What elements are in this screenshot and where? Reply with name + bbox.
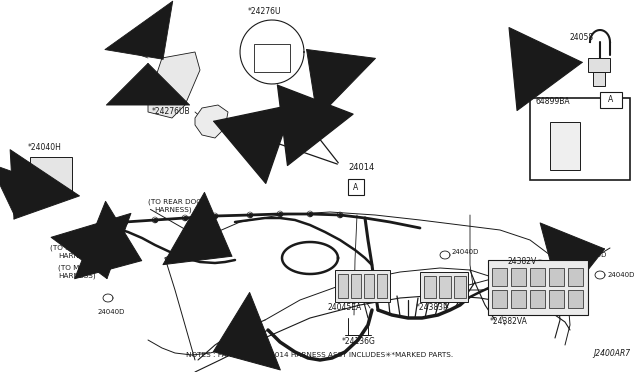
Text: 24040D: 24040D — [452, 249, 479, 255]
Text: A: A — [353, 183, 358, 192]
Text: *24383P: *24383P — [416, 304, 449, 312]
Text: 24045EA: 24045EA — [328, 304, 362, 312]
Text: NOTES : PARTS CODE 24014 HARNESS ASSY INCLUDES✳*MARKED PARTS.: NOTES : PARTS CODE 24014 HARNESS ASSY IN… — [186, 352, 454, 358]
Text: 24040D: 24040D — [608, 272, 636, 278]
Text: HARNESS): HARNESS) — [154, 207, 191, 213]
Text: 64899BA: 64899BA — [535, 97, 570, 106]
Bar — [338, 274, 348, 298]
Bar — [511, 290, 526, 308]
Bar — [530, 268, 545, 286]
Bar — [424, 276, 436, 298]
Text: 24040D: 24040D — [98, 309, 125, 315]
Text: 24058: 24058 — [570, 33, 594, 42]
Bar — [492, 268, 507, 286]
Text: (TO REAR DOOR: (TO REAR DOOR — [148, 199, 207, 205]
Bar — [364, 274, 374, 298]
Text: (TO MAIN: (TO MAIN — [58, 265, 92, 271]
Bar — [348, 179, 364, 195]
Polygon shape — [195, 105, 228, 138]
Bar — [420, 272, 468, 302]
Bar — [530, 98, 630, 180]
Bar — [550, 122, 580, 170]
Bar — [488, 260, 588, 315]
Bar — [530, 290, 545, 308]
Text: 24014: 24014 — [348, 164, 374, 173]
Bar — [593, 72, 605, 86]
Text: *24276UB: *24276UB — [152, 108, 191, 116]
Text: 24382V: 24382V — [508, 257, 537, 266]
Text: 24040D: 24040D — [580, 252, 607, 258]
Text: A: A — [609, 96, 614, 105]
Bar — [30, 157, 72, 195]
Bar — [549, 290, 564, 308]
Text: (TO FRONT DOOR: (TO FRONT DOOR — [50, 245, 114, 251]
Text: HARNESS): HARNESS) — [58, 273, 95, 279]
Polygon shape — [148, 52, 200, 118]
Bar — [600, 92, 622, 108]
Bar — [254, 44, 290, 72]
Bar — [454, 276, 466, 298]
Bar — [492, 290, 507, 308]
Text: *24382VA: *24382VA — [490, 317, 528, 327]
Text: J2400AR7: J2400AR7 — [593, 349, 630, 358]
Text: *24040H: *24040H — [28, 144, 62, 153]
Bar — [335, 270, 390, 302]
Bar — [439, 276, 451, 298]
Bar — [377, 274, 387, 298]
Bar — [351, 274, 361, 298]
Bar — [549, 268, 564, 286]
Text: *24136G: *24136G — [342, 337, 376, 346]
Text: *24276UA: *24276UA — [118, 44, 157, 52]
Bar — [511, 268, 526, 286]
Text: HARNESS): HARNESS) — [58, 253, 95, 259]
Bar — [588, 58, 610, 72]
Bar — [568, 290, 583, 308]
Bar — [568, 268, 583, 286]
Text: *24276U: *24276U — [248, 7, 282, 16]
